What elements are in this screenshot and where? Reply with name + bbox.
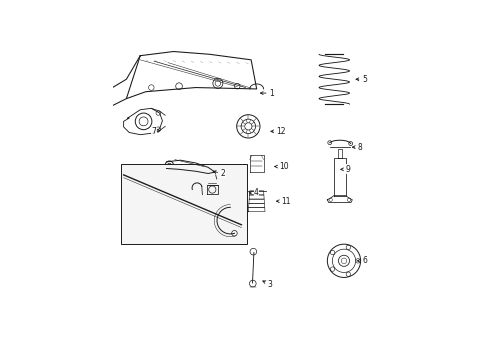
Text: 2: 2 [213, 169, 225, 178]
Text: 10: 10 [275, 162, 289, 171]
Circle shape [168, 163, 172, 167]
Text: 9: 9 [341, 165, 350, 174]
Text: 8: 8 [352, 143, 363, 152]
Text: 12: 12 [271, 127, 286, 136]
Text: 4: 4 [249, 188, 259, 197]
Text: 3: 3 [263, 280, 272, 289]
Text: 6: 6 [357, 256, 367, 265]
Text: 11: 11 [276, 197, 291, 206]
Text: 5: 5 [356, 75, 367, 84]
Text: 1: 1 [260, 89, 274, 98]
Bar [121, 164, 247, 244]
Text: 7: 7 [151, 127, 160, 136]
